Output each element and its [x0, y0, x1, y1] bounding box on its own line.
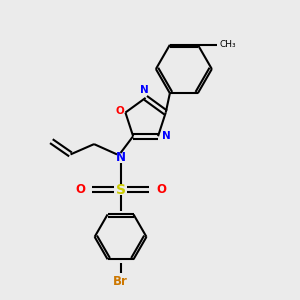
Text: O: O [75, 183, 85, 196]
Text: O: O [115, 106, 124, 116]
Text: N: N [162, 131, 170, 141]
Text: N: N [140, 85, 148, 95]
Text: Br: Br [113, 275, 128, 288]
Text: N: N [116, 151, 126, 164]
Text: S: S [116, 183, 126, 197]
Text: CH₃: CH₃ [219, 40, 236, 49]
Text: O: O [156, 183, 166, 196]
